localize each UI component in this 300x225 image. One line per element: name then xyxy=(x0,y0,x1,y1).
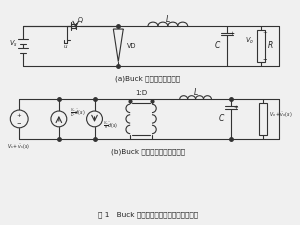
Circle shape xyxy=(87,111,102,127)
Text: +: + xyxy=(262,29,267,34)
Text: +: + xyxy=(230,32,235,36)
Text: $\frac{V_o}{D^2}\tilde{d}(s)$: $\frac{V_o}{D^2}\tilde{d}(s)$ xyxy=(70,107,86,119)
Text: +: + xyxy=(17,113,22,118)
Text: −: − xyxy=(17,120,22,125)
Text: (a)Buck 变换器的电路拓扑: (a)Buck 变换器的电路拓扑 xyxy=(116,75,181,82)
Text: 图 1   Buck 变换器电路拓扑与统一电路模型: 图 1 Buck 变换器电路拓扑与统一电路模型 xyxy=(98,212,198,218)
Text: $V_s$: $V_s$ xyxy=(9,39,18,49)
Text: L: L xyxy=(166,15,170,24)
Text: 1:D: 1:D xyxy=(135,90,147,96)
Text: −: − xyxy=(262,56,267,61)
Text: u: u xyxy=(64,44,68,49)
Bar xyxy=(257,30,265,62)
Text: (b)Buck 变换器的统一电路模型: (b)Buck 变换器的统一电路模型 xyxy=(111,148,185,155)
Text: VD: VD xyxy=(128,43,137,49)
Text: $\frac{V_o}{R}\tilde{d}(s)$: $\frac{V_o}{R}\tilde{d}(s)$ xyxy=(103,120,118,132)
Text: $V_o$: $V_o$ xyxy=(244,36,253,46)
Text: R: R xyxy=(268,41,274,50)
Circle shape xyxy=(51,111,67,127)
Text: Q: Q xyxy=(78,17,83,23)
Polygon shape xyxy=(113,29,123,62)
Text: C: C xyxy=(219,115,224,124)
Bar xyxy=(259,103,267,135)
Text: +: + xyxy=(234,105,239,110)
Text: L: L xyxy=(194,88,198,97)
Text: C: C xyxy=(215,41,220,50)
Text: $V_s+\tilde{v}_s(s)$: $V_s+\tilde{v}_s(s)$ xyxy=(7,142,30,151)
Text: $V_o+\tilde{v}_o(s)$: $V_o+\tilde{v}_o(s)$ xyxy=(269,110,292,119)
Circle shape xyxy=(10,110,28,128)
